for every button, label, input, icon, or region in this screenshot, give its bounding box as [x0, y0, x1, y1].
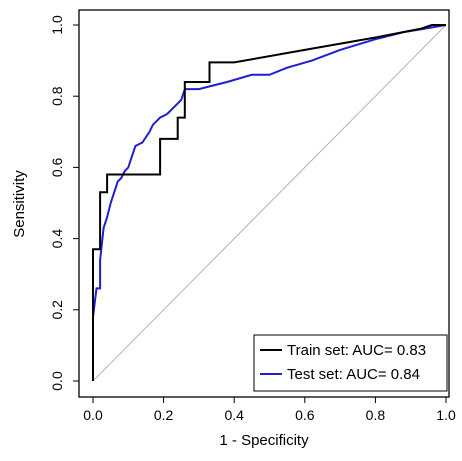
y-axis-title: Sensitivity: [11, 170, 28, 238]
x-tick-label: 0.4: [224, 407, 244, 423]
legend-label-train: Train set: AUC= 0.83: [287, 342, 426, 359]
legend-label-test: Test set: AUC= 0.84: [287, 366, 420, 383]
series-layer: [92, 24, 447, 381]
x-tick-label: 0.2: [154, 407, 174, 423]
series-line-train: [92, 24, 446, 381]
x-tick-label: 0.8: [366, 407, 386, 423]
plot-frame: [78, 9, 450, 398]
x-axis-title: 1 - Specificity: [219, 432, 309, 449]
y-tick-label: 0.2: [49, 300, 65, 320]
y-tick-label: 1.0: [49, 15, 65, 35]
y-tick-label: 0.6: [49, 157, 65, 177]
series-line-test: [92, 24, 447, 318]
legend: Train set: AUC= 0.83 Test set: AUC= 0.84: [253, 334, 448, 392]
x-tick-label: 0.0: [83, 407, 103, 423]
legend-box: [253, 334, 448, 392]
y-tick-label: 0.0: [49, 371, 65, 391]
x-tick-label: 0.6: [295, 407, 315, 423]
reference-layer: [92, 24, 447, 382]
x-tick-label: 1.0: [436, 407, 456, 423]
y-tick-label: 0.4: [49, 229, 65, 249]
y-tick-label: 0.8: [49, 86, 65, 106]
reference-diagonal: [92, 24, 447, 382]
x-axis: 0.0 0.2 0.4 0.6 0.8 1.0: [83, 397, 456, 423]
y-axis: 0.0 0.2 0.4 0.6 0.8 1.0: [49, 15, 79, 391]
